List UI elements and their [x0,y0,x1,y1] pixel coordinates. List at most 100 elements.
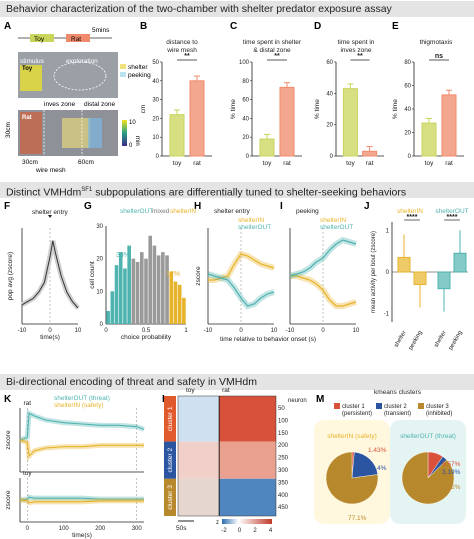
panel-f-xtick-label: 10 [75,328,82,334]
legend-shelter-swatch [120,64,126,69]
panel-j-ytick-label: -1 [384,312,390,318]
panel-e-ytick-label: 80 [404,60,411,66]
panel-h-legend-shelterOUT: shelterOUT [238,224,271,231]
panel-k-xlabel: time(s) [72,532,92,539]
panel-l-colorbar-tick: 2 [253,528,257,534]
panel-g-ylabel: cell count [89,261,96,289]
panel-k-line [19,499,144,504]
panel-i-legend-shelterOUT: shelterOUT [320,224,353,231]
panel-l-cluster-label-0: cluster 1 [167,406,174,431]
panel-b-ylabel: cm [140,105,147,114]
panel-e-title-line1: thigmotaxis [420,39,454,46]
panel-g-bar [114,265,119,324]
legend-peeking-swatch [120,72,126,77]
panel-b-title-line2: wire mesh [166,47,197,54]
panel-g-ytick-label: 10 [96,289,103,295]
panel-l-scale-label: 50s [176,525,187,532]
panel-c-title-line2: & distal zone [253,47,291,54]
colorbar-unit: min [134,136,140,146]
section-title-behavior: Behavior characterization of the two-cha… [6,3,392,15]
panel-m-title: kmeans clusters [374,389,422,396]
panel-j-ytick-label: 0 [386,270,390,276]
panel-c-ytick-label: 100 [239,60,250,66]
panel-k-ylabel: zscore [5,430,12,450]
legend-shelter-label: shelter [128,64,148,71]
peeking-overlay [88,118,102,148]
panel-b-sig-label: ** [184,53,190,60]
panel-letter-k: K [4,394,12,405]
panel-l-colorbar-tick: 4 [269,528,273,534]
panel-letter-d: D [314,21,321,32]
panel-e-xtick-label-rat: rat [445,160,453,167]
panel-b-ytick-label: 10 [152,135,159,141]
panel-l-heat-rat-block-2 [219,478,276,516]
panel-l-ytick-label: 300 [278,468,289,474]
panel-k-ylabel: zscore [5,490,12,510]
panel-g-bar [152,245,157,324]
panel-j-sig-in: **** [407,214,418,221]
panel-g-pct-in: 12% [166,271,180,278]
panel-m-slice-label-1-2: 87.2% [442,484,461,491]
panel-c-bar-toy [259,138,275,157]
panel-l-frame [177,395,277,517]
zone-label-inves: inves zone [44,101,75,108]
panel-b-bar-toy [169,114,185,157]
panel-e-bar-rat [441,94,457,157]
panel-g-bar [161,252,165,324]
panel-e-xtick-label-toy: toy [425,160,434,167]
panel-g-bar [131,258,136,324]
panel-m-pie-title-0: shelterIN (safety) [327,433,377,440]
panel-g-xlabel: choice probability [121,334,172,341]
panel-c-xtick-label-toy: toy [263,160,272,167]
panel-i-legend-shelterIN: shelterIN [320,217,346,224]
panel-h-line-shelterIN [208,253,275,281]
panel-f-xtick-label: 0 [48,328,52,334]
panel-b-ytick-label: 20 [152,116,159,122]
stimulus-label: stimulus [20,58,45,65]
panel-g-bar [144,258,148,324]
panel-h-ylabel: zscore [195,266,202,286]
panel-b-ytick-label: 30 [152,98,159,104]
legend-peeking-label: peeking [128,72,151,79]
panel-l-colorbar-tick: -2 [221,528,227,534]
panel-b-bar-rat [189,80,205,157]
panel-letter-b: B [140,21,147,32]
panel-k-legend-out: shelterOUT (threat) [54,395,110,402]
panel-d-title-line1: time spent in [338,39,375,46]
exploration-label: exploration [66,58,98,65]
panel-l-ytick-label: 350 [278,480,289,486]
panel-d-sig-label: ** [357,53,363,60]
section-banner-encoding: Bi-directional encoding of threat and sa… [0,374,474,390]
panel-b-ytick-label: 50 [152,60,159,66]
panel-m-legend-label-2: cluster 3 [426,404,449,410]
panel-k-sem [19,437,144,462]
panel-l-cluster-bar-0 [164,396,176,442]
panel-l-colorbar-tick: 0 [238,528,242,534]
panel-j-sig-out: **** [447,214,458,221]
panel-g-legend-in: shelterIN [170,208,196,215]
panel-m-legend-label-1: cluster 2 [384,404,407,410]
panel-b-xtick-label-toy: toy [173,160,182,167]
panel-letter-i: I [280,201,283,212]
panel-g-bar [110,291,115,324]
dimension-width-b: 60cm [78,159,94,166]
shelter-overlay [62,118,90,148]
dimension-height: 30cm [5,122,12,138]
panel-i-xtick-label: 10 [353,328,360,334]
panel-letter-j: J [364,201,370,212]
panel-c-title-line1: time spent in shelter [243,39,302,46]
section-title-subpop-a: Distinct VMHdm [6,186,82,199]
panel-j-xtick-label-0: shelter [394,330,408,349]
panel-j-xtick-label-1: peeking [408,330,424,351]
panel-j-group-label-out: shelterOUT [435,208,468,215]
panel-d-ytick-label: 20 [326,123,333,129]
panel-m-slice-label-0-1: 21.4% [368,465,387,472]
panel-e-sig-label: ns [435,53,443,60]
panel-l-heat-rat-block-0 [219,396,276,442]
panel-i-line-shelterOUT [289,239,357,277]
panel-g-bar [139,252,144,324]
panel-i-xtick-label: -10 [286,328,295,334]
panel-d-bar-toy [342,88,358,157]
dimension-width-a: 30cm [22,159,38,166]
panel-m-legend-sub-2: (inhibited) [426,411,452,417]
